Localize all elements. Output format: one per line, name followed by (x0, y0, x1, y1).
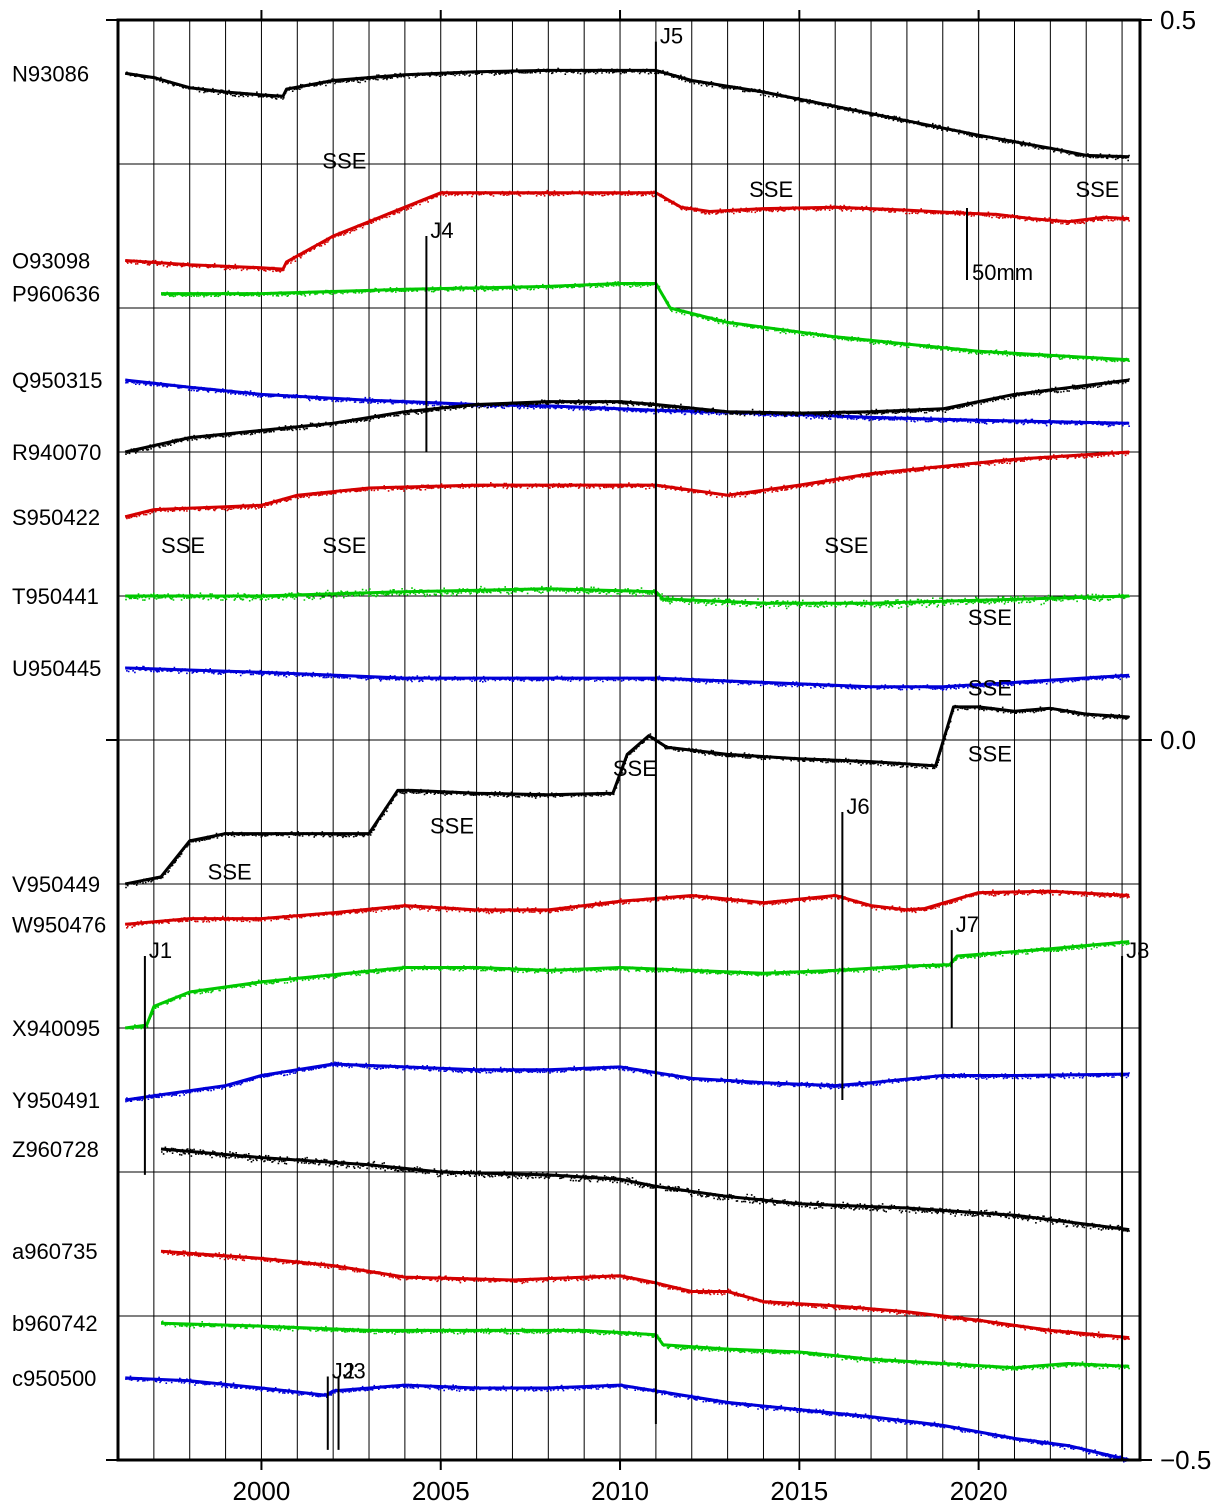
station-label: R940070 (12, 440, 101, 465)
series-points (125, 450, 1130, 520)
x-tick-label: 2015 (770, 1476, 828, 1506)
series-points (161, 1320, 1130, 1371)
series-points (125, 67, 1130, 162)
series-line (160, 1321, 1130, 1370)
sse-annotation: SSE (322, 148, 366, 173)
series-points (125, 665, 1130, 691)
station-label: a960735 (12, 1239, 98, 1264)
marker-label: J5 (660, 24, 683, 49)
sse-annotation: SSE (430, 814, 474, 839)
station-label: T950441 (12, 584, 99, 609)
series-points (125, 189, 1130, 273)
sse-annotation: SSE (322, 533, 366, 558)
station-label: O93098 (12, 248, 90, 273)
station-label: Z960728 (12, 1137, 99, 1162)
station-label: W950476 (12, 912, 106, 937)
series-line (161, 282, 1130, 362)
sse-annotation: SSE (161, 533, 205, 558)
station-label: Q950315 (12, 368, 103, 393)
series-V950449 (124, 704, 1130, 889)
station-label: b960742 (12, 1311, 98, 1336)
series-points (125, 889, 1130, 929)
series-points (161, 1249, 1130, 1341)
x-tick-label: 2020 (950, 1476, 1008, 1506)
station-label: V950449 (12, 872, 100, 897)
series-Y950491 (124, 1061, 1130, 1103)
station-label: U950445 (12, 656, 101, 681)
scale-bar: 50mm (966, 208, 1033, 285)
station-label: X940095 (12, 1016, 100, 1041)
series-points (125, 1061, 1130, 1103)
series-S950422 (124, 450, 1130, 520)
series-c950500 (125, 1375, 1130, 1463)
station-label: S950422 (12, 505, 100, 530)
series-points (125, 379, 1130, 428)
series-points (125, 1375, 1130, 1463)
sse-annotation: SSE (968, 605, 1012, 630)
marker-label: J7 (956, 912, 979, 937)
series-U950445 (125, 665, 1130, 691)
sse-annotation: SSE (749, 177, 793, 202)
series-P960636 (161, 281, 1130, 363)
series-b960742 (160, 1320, 1130, 1371)
series-X940095 (124, 939, 1130, 1030)
axes: 2000 2005 2010 2015 2020 0.5 0.0 −0.5 (106, 5, 1211, 1506)
series-W950476 (125, 889, 1130, 929)
station-labels: N93086 O93098 P960636 Q950315 R940070 S950422… (12, 61, 106, 1391)
series-line (160, 1147, 1130, 1232)
sse-annotation: SSE (208, 860, 252, 885)
marker-label: J4 (430, 218, 453, 243)
y-tick-label: 0.5 (1160, 5, 1196, 35)
sse-annotations: SSE SSE SSE SSE SSE SSE SSE SSE SSE SSE SSE SSE (161, 148, 1119, 884)
series-Z960728 (160, 1146, 1130, 1233)
sse-annotation: SSE (968, 675, 1012, 700)
series-R940070 (124, 378, 1130, 455)
marker-label: J6 (846, 794, 869, 819)
marker-label: J1 (149, 938, 172, 963)
grid (117, 20, 1140, 1460)
sse-annotation: SSE (1075, 177, 1119, 202)
y-tick-label: 0.0 (1160, 725, 1196, 755)
station-label: P960636 (12, 282, 100, 307)
station-label: N93086 (12, 61, 89, 86)
marker-label: J3 (343, 1358, 366, 1383)
x-tick-label: 2000 (233, 1476, 291, 1506)
station-label: c950500 (12, 1366, 96, 1391)
sse-annotation: SSE (613, 756, 657, 781)
scale-bar-label: 50mm (972, 260, 1033, 285)
sse-annotation: SSE (968, 742, 1012, 767)
series-Q950315 (125, 378, 1130, 428)
station-label: Y950491 (12, 1088, 100, 1113)
x-tick-label: 2010 (591, 1476, 649, 1506)
x-tick-label: 2005 (412, 1476, 470, 1506)
series-N93086 (124, 67, 1130, 162)
marker-label: J8 (1126, 938, 1149, 963)
sse-annotation: SSE (824, 533, 868, 558)
series-a960735 (160, 1249, 1130, 1341)
series-points (125, 939, 1130, 1030)
series-points (125, 704, 1130, 889)
series-points (125, 378, 1130, 455)
series-T950441 (125, 585, 1130, 610)
y-tick-label: −0.5 (1160, 1445, 1211, 1475)
